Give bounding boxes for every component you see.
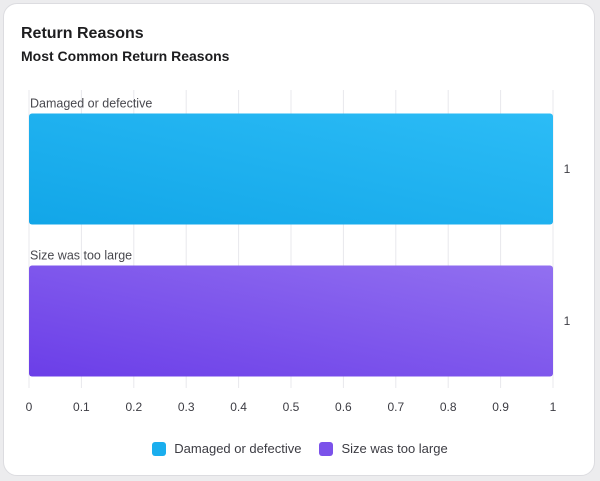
x-tick-label: 0.4 — [230, 400, 247, 414]
x-tick-label: 0.1 — [73, 400, 90, 414]
x-tick-label: 0.5 — [283, 400, 300, 414]
bar-damaged-or-defective[interactable] — [29, 113, 553, 225]
x-tick-label: 0.7 — [387, 400, 404, 414]
legend-label-size: Size was too large — [341, 441, 448, 456]
x-tick-label: 1 — [550, 400, 557, 414]
data-label: 1 — [564, 162, 571, 176]
category-label: Damaged or defective — [30, 97, 152, 111]
bar-chart: Damaged or defective 1 Size was too large 1… — [26, 90, 571, 414]
legend-swatch-damaged — [152, 441, 167, 456]
legend-swatch-size — [319, 441, 334, 456]
x-tick-label: 0 — [26, 400, 33, 414]
card-title: Return Reasons — [21, 25, 144, 42]
legend-label-damaged: Damaged or defective — [174, 441, 302, 456]
bar-size-was-too-large[interactable] — [29, 265, 553, 377]
category-label: Size was too large — [30, 249, 132, 263]
legend: Damaged or defective Size was too large — [4, 441, 596, 456]
legend-item-damaged[interactable]: Damaged or defective — [152, 441, 301, 456]
legend-item-size[interactable]: Size was too large — [319, 441, 448, 456]
x-tick-label: 0.6 — [335, 400, 352, 414]
chart-card: Return Reasons Most Common Return Reason… — [3, 3, 595, 476]
x-tick-label: 0.8 — [440, 400, 457, 414]
x-tick-label: 0.3 — [178, 400, 195, 414]
chart-title: Most Common Return Reasons — [21, 48, 230, 64]
x-tick-label: 0.2 — [125, 400, 142, 414]
x-tick-label: 0.9 — [492, 400, 509, 414]
data-label: 1 — [564, 314, 571, 328]
